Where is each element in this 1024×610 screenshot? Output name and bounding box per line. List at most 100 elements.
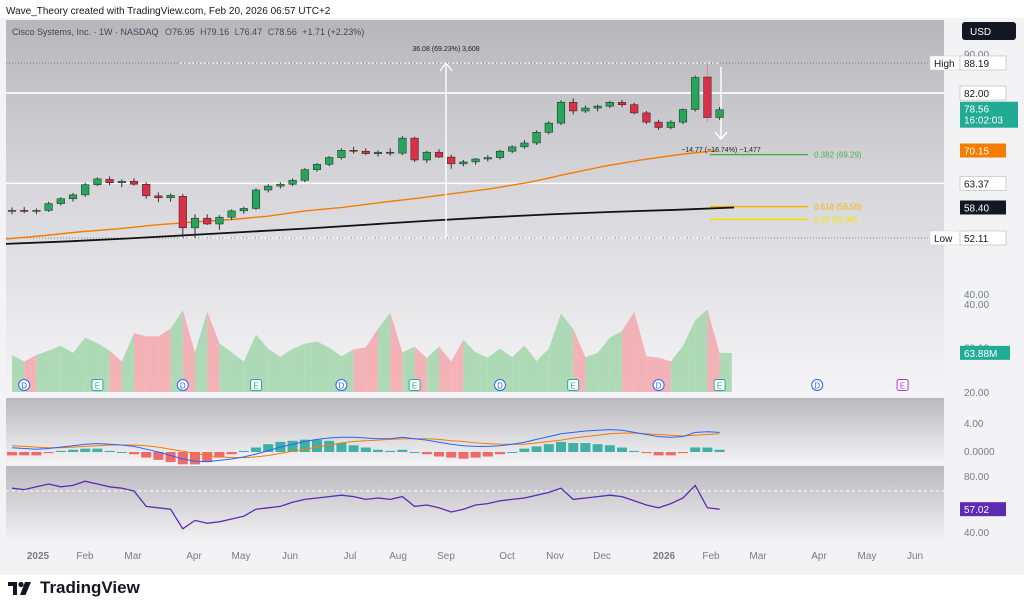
volume-area-segment [280, 348, 293, 392]
bar-countdown-text: 16:02:03 [964, 116, 1003, 127]
earnings-marker [567, 379, 580, 391]
price-tick-label: 20.00 [964, 388, 989, 399]
level-price-text: 88.19 [964, 59, 989, 70]
candle-body [630, 104, 639, 114]
volume-area-segment [170, 310, 183, 392]
macd-signal-line [11, 432, 720, 459]
time-tick-label: Jun [282, 551, 298, 562]
candle-body [44, 203, 53, 211]
candle-body [142, 183, 151, 197]
tradingview-footer[interactable]: TradingView [8, 578, 140, 598]
rsi-tick-label: 80.00 [964, 472, 989, 483]
time-tick-label: Apr [186, 551, 202, 562]
volume-area-segment [451, 339, 464, 392]
candle-body [361, 150, 370, 154]
macd-histogram-bar [263, 444, 274, 452]
macd-histogram-bar [214, 452, 225, 458]
candle-body [434, 151, 444, 158]
candle-body [544, 122, 553, 133]
candle-body [556, 101, 566, 124]
volume-area-segment [597, 337, 610, 392]
macd-tick-label: 4.00 [964, 419, 984, 430]
candle-body [581, 107, 590, 112]
candle-body [251, 189, 261, 209]
volume-area-segment [317, 341, 330, 392]
volume-area-segment [231, 352, 244, 392]
ohlc-high: 79.16 [207, 27, 230, 37]
candle-body [605, 101, 614, 107]
candle-body [93, 178, 102, 185]
macd-histogram-bar [470, 452, 481, 458]
volume-area-segment [426, 346, 439, 392]
macd-histogram-bar [556, 441, 566, 452]
candle-body [422, 151, 431, 161]
candle-body [20, 210, 29, 212]
dividend-marker [335, 379, 348, 391]
ohlc-close: 78.56 [274, 27, 297, 37]
candle-body [312, 164, 322, 170]
macd-histogram-bar [348, 445, 359, 452]
volume-area-segment [48, 345, 61, 392]
symbol-title: Cisco Systems, Inc. · 1W · NASDAQ [12, 27, 159, 37]
last-price-badge [960, 101, 1018, 128]
macd-histogram-bar [678, 452, 688, 454]
currency-badge[interactable]: USD [962, 22, 1016, 40]
volume-area-segment [548, 313, 561, 392]
volume-area-segment [622, 311, 635, 392]
time-tick-label: Nov [546, 551, 564, 562]
earnings-marker [91, 379, 104, 391]
candle-body [483, 157, 492, 160]
macd-histogram-bar [165, 452, 176, 463]
candle-body [386, 151, 395, 154]
dividend-marker-label: D [21, 382, 27, 391]
macd-histogram-bar [43, 452, 54, 454]
macd-histogram-bar [604, 445, 615, 452]
candle-body [203, 217, 212, 225]
candle-body [593, 105, 602, 109]
ma-200-line [5, 206, 735, 245]
candle-body [227, 210, 236, 218]
macd-histogram-bar [482, 452, 493, 457]
macd-histogram-bar [495, 452, 505, 455]
price-scale[interactable]: 90.0040.0020.0040.0030.004.000.000080.00… [929, 50, 1018, 539]
time-tick-label: Jul [344, 551, 357, 562]
candle-body [81, 184, 90, 196]
symbol-legend: Cisco Systems, Inc. · 1W · NASDAQ O76.95… [12, 27, 364, 37]
time-tick-label: 2026 [653, 551, 676, 562]
volume-area-segment [292, 343, 305, 392]
chart-area[interactable]: 0.382 (69.29) 0.618 (58.58) 0.65 (55.96) 36… [0, 0, 1024, 575]
candle-body [300, 169, 309, 181]
svg-text:USD: USD [970, 27, 991, 38]
time-tick-label: Jun [907, 551, 923, 562]
candle-body [154, 195, 163, 199]
fib-level-label: 0.382 (69.29) [814, 151, 862, 160]
candle-body [520, 142, 529, 148]
candle-body [32, 210, 41, 212]
volume-area-segment [463, 339, 476, 392]
macd-histogram-bar [287, 440, 298, 452]
volume-area-segment [85, 337, 98, 392]
macd-histogram-bar [397, 449, 408, 452]
time-tick-label: May [232, 551, 251, 562]
rsi-value-text: 57.02 [964, 505, 989, 516]
candle-body [471, 158, 480, 163]
macd-histogram-bar [446, 452, 457, 458]
macd-histogram-bar [238, 450, 249, 452]
macd-histogram-bar [690, 447, 701, 452]
level-price-badge [959, 230, 1007, 246]
earnings-marker-label: E [253, 382, 258, 391]
earnings-marker-label: E [717, 382, 722, 391]
time-scale[interactable]: 2025 Feb Mar Apr May Jun Jul Aug Sep Oct Nov Dec 202… [27, 551, 923, 562]
candle-body [691, 77, 700, 110]
macd-histogram-bar [714, 449, 725, 452]
candle-body [337, 150, 346, 158]
macd-histogram-bar [190, 452, 200, 465]
volume-area-segment [243, 334, 256, 392]
macd-histogram-bar [617, 447, 627, 452]
fib-level-label: 0.65 (55.96) [814, 215, 857, 224]
macd-histogram-bar [80, 448, 91, 452]
ohlc-low: 76.47 [240, 27, 263, 37]
macd-histogram-bar [31, 452, 42, 456]
volume-area-segment [683, 320, 696, 392]
rsi-pane [6, 480, 944, 530]
